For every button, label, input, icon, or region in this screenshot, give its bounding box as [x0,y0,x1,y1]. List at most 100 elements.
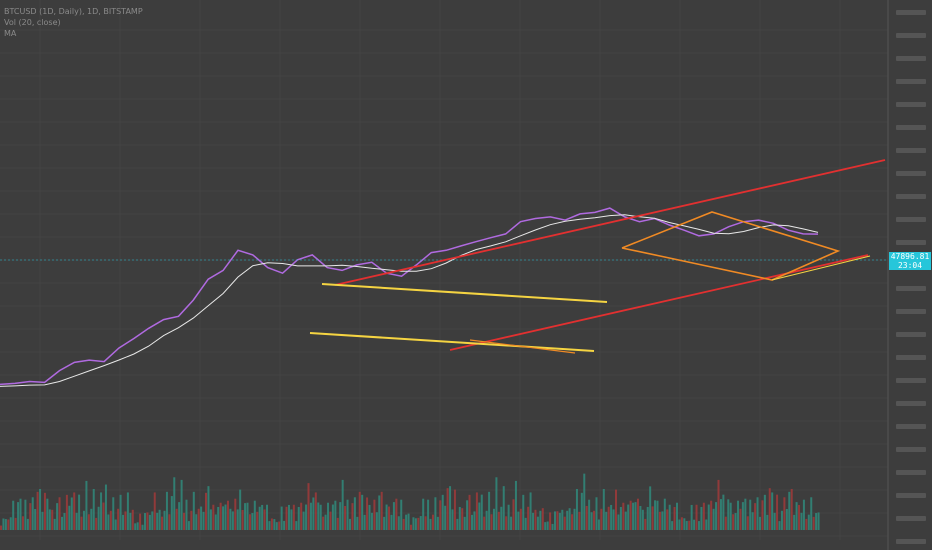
volume-bar [329,511,332,530]
volume-bar [580,492,583,530]
volume-bar [417,517,420,530]
volume-bar [539,510,542,530]
volume-bar [607,506,610,530]
volume-bar [505,516,508,530]
volume-bar [488,491,491,530]
volume-bar [646,506,649,530]
volume-bar [39,488,42,530]
volume-bar [722,494,725,530]
volume-bar [361,494,364,530]
volume-bar [131,509,134,530]
volume-bar [815,513,818,530]
volume-bar [36,491,39,530]
volume-bar [802,499,805,530]
volume-bar [317,502,320,530]
volume-bar [453,489,456,530]
volume-bar [351,503,354,530]
volume-bar [217,506,220,530]
volume-bar [810,497,813,530]
volume-bar [512,499,515,530]
volume-bar [173,477,176,530]
volume-bar [583,473,586,530]
price-axis-tick-label [896,539,926,544]
volume-bar [778,521,781,530]
volume-bar [275,522,278,530]
volume-bar [253,500,256,530]
volume-bar [283,520,286,530]
volume-bar [651,506,654,530]
volume-bar [139,513,142,530]
volume-bar [51,509,54,530]
volume-bar [92,488,95,530]
volume-bar [263,509,266,530]
volume-bar [400,499,403,530]
volume-bar [305,504,308,530]
volume-bar [466,500,469,530]
volume-bar [285,506,288,530]
flag-lower-inner-line [469,339,576,354]
volume-bar [573,508,576,530]
volume-bar [541,508,544,530]
volume-bar [239,489,242,530]
volume-bar [370,512,373,530]
volume-bar [78,494,81,530]
volume-bar [366,497,369,530]
volume-bar [749,499,752,530]
volume-bar [510,516,513,530]
volume-bar [514,480,517,530]
volume-bar [241,510,244,530]
volume-bar [463,516,466,530]
volume-bar [258,506,261,530]
volume-bar [353,497,356,530]
volume-bar [200,506,203,530]
volume-bar [785,508,788,530]
diamond-pattern [621,211,841,281]
volume-bar [56,503,59,530]
volume-bar [224,504,227,530]
volume-bar [309,502,312,530]
volume-bar [656,500,659,530]
volume-bar [676,502,679,530]
volume-bar [710,500,713,530]
volume-bar [568,508,571,530]
volume-bar [639,505,642,530]
volume-bar [175,508,178,530]
volume-bar [780,510,783,530]
volume-bar [761,500,764,530]
flag-lower-line [309,332,595,352]
volume-bar [195,514,198,530]
volume-bar [231,511,234,530]
volume-bar [744,498,747,530]
legend-symbol: BTCUSD (1D, Daily), 1D, BITSTAMP [4,7,143,16]
volume-bar [378,495,381,530]
volume-bar [527,506,530,530]
volume-bar [793,514,796,530]
volume-bar [358,491,361,530]
volume-bar [612,509,615,530]
volume-bar [41,511,44,530]
volume-bar [588,499,591,530]
volume-bar [280,506,283,530]
bar-countdown: 23:04 [897,261,923,270]
volume-bar [146,512,149,530]
volume-bar [556,511,559,530]
volume-bar [61,516,64,530]
volume-bar [324,514,327,530]
volume-bar [480,494,483,530]
volume-bar [737,500,740,530]
volume-bar [300,502,303,530]
volume-bar [627,504,630,530]
volume-bar [663,498,666,530]
volume-bar [24,499,27,530]
volume-bar [444,505,447,530]
volume-bar [776,494,779,530]
volume-bar [766,514,769,530]
volume-bar [807,514,810,530]
price-axis-tick-label [896,171,926,176]
volume-bar [636,498,639,530]
price-axis-tick-label [896,286,926,291]
volume-bar [658,511,661,530]
volume-bar [9,517,12,530]
volume-bar [165,491,168,530]
volume-bar [119,494,122,530]
